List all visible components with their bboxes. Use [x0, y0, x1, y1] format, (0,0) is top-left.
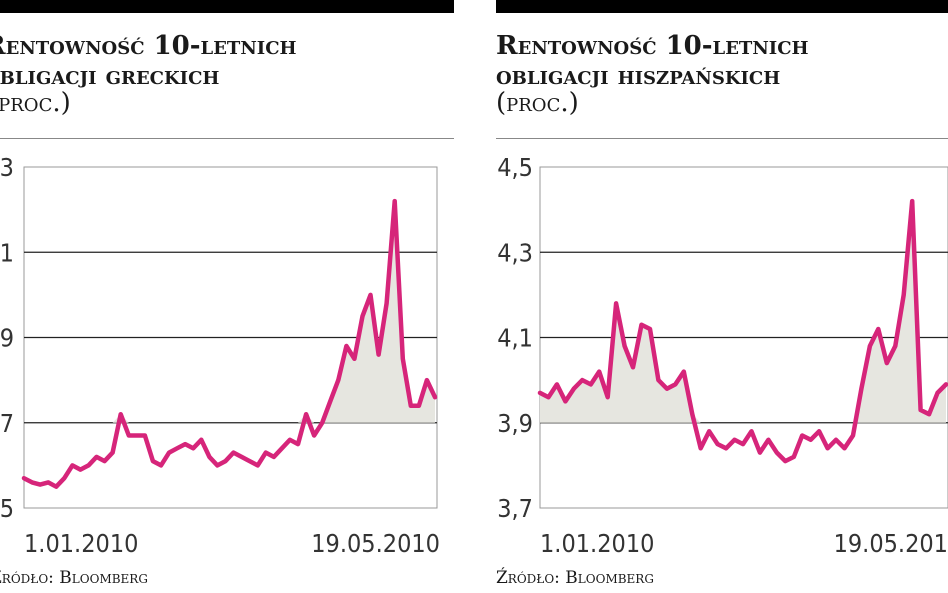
panel2-xtick-label: 1.01.2010	[540, 529, 654, 558]
panel2-source: Źródło: Bloomberg	[496, 568, 654, 588]
panel2-ytick-label: 3,9	[497, 409, 533, 438]
panel1-source: Źródło: Bloomberg	[0, 568, 148, 588]
panel1-series-line	[21, 198, 438, 489]
panel2-series-line	[537, 198, 948, 464]
panel2-xtick-label: 19.05.201	[834, 529, 948, 558]
panel1-title-line1: Rentowność 10-letnich	[0, 31, 297, 61]
panel1-title-rule	[0, 138, 454, 139]
panel2-ytick-label: 4,3	[497, 238, 533, 267]
panel1-ytick-label: 7	[0, 409, 14, 438]
panel2-area-fill	[540, 201, 946, 423]
panel1-xtick-label: 1.01.2010	[24, 529, 138, 558]
panel2-title-line2: obligacji hiszpańskich	[496, 61, 781, 91]
panel2-top-bar	[496, 0, 948, 13]
panel1-ytick-label: 9	[0, 324, 14, 353]
panel2-title-rule	[496, 138, 948, 139]
panel1-title-line2: obligacji greckich	[0, 61, 220, 91]
panel1-unit: (proc.)	[0, 88, 71, 118]
panel2-ytick-label: 4,5	[497, 153, 533, 182]
panel2-ytick-label: 3,7	[497, 494, 533, 523]
panel2-title-line1: Rentowność 10-letnich	[496, 31, 809, 61]
panel1-ytick-label: 11	[0, 238, 14, 267]
panel1-ytick-label: 5	[0, 494, 14, 523]
panel2-ytick-label: 4,1	[497, 324, 533, 353]
panel1-ytick-label: 13	[0, 153, 14, 182]
panel2-unit: (proc.)	[496, 88, 579, 118]
panel1-top-bar	[0, 0, 454, 13]
panel1-xtick-label: 19.05.2010	[311, 529, 440, 558]
